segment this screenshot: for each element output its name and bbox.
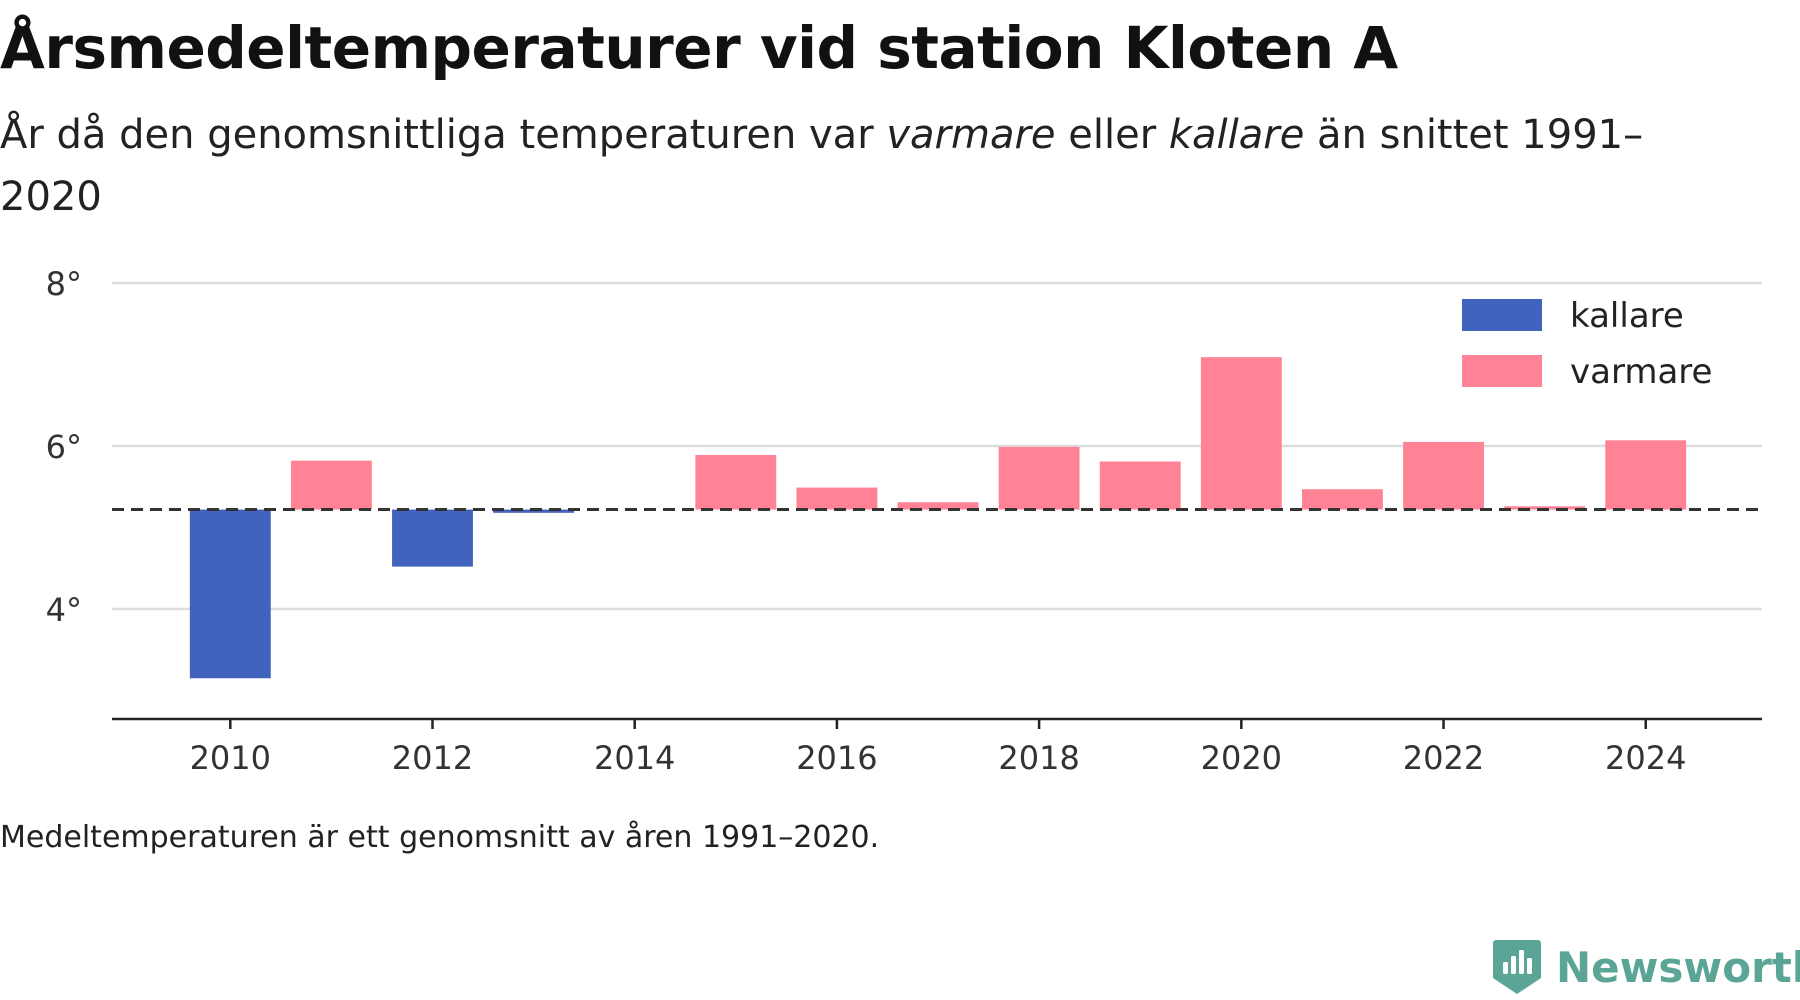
legend-swatch-varmare (1462, 355, 1542, 387)
bar-2012 (392, 509, 473, 567)
axes: 4° 6° 8° 2010 2012 2014 2016 2018 2020 2022 2024 (46, 265, 1762, 777)
bar-2016 (796, 487, 878, 510)
bar-2015 (695, 454, 777, 510)
gridlines (112, 281, 1762, 611)
chart-title: Årsmedeltemperaturer vid station Kloten … (0, 14, 1398, 82)
x-tick-label: 2020 (1201, 739, 1282, 777)
x-tick-label: 2012 (392, 739, 473, 777)
x-tick-label: 2022 (1403, 739, 1484, 777)
bar-2024 (1605, 440, 1687, 510)
x-tick-label: 2024 (1605, 739, 1686, 777)
x-tick-label: 2016 (796, 739, 877, 777)
subtitle-emphasis-warmer: varmare (886, 112, 1056, 158)
subtitle-part-2: eller (1055, 112, 1169, 158)
brand-logo[interactable]: Newsworthy (1492, 938, 1800, 996)
temperature-bar-chart: 4° 6° 8° 2010 2012 2014 2016 2018 2020 2022 2024 k… (46, 265, 1762, 777)
x-tick-label: 2010 (190, 739, 271, 777)
x-tick-label: 2018 (998, 739, 1079, 777)
bar-2011 (290, 460, 372, 510)
bar-2019 (1099, 461, 1181, 510)
footnote: Medeltemperaturen är ett genomsnitt av å… (0, 820, 880, 855)
bar-2021 (1301, 489, 1383, 510)
bars (189, 357, 1687, 679)
bar-2022 (1403, 441, 1484, 510)
bar-2010 (189, 509, 271, 679)
legend-label-varmare: varmare (1570, 352, 1712, 392)
subtitle-part-1: År då den genomsnittliga temperaturen va… (0, 112, 887, 158)
y-tick-label: 4° (46, 591, 82, 629)
subtitle-part-3: än snittet 1991–2020 (0, 112, 1644, 220)
bar-2013 (493, 509, 575, 513)
legend-label-kallare: kallare (1570, 296, 1684, 336)
chart-subtitle: År då den genomsnittliga temperaturen va… (0, 104, 1700, 228)
subtitle-emphasis-colder: kallare (1168, 112, 1305, 158)
bar-2023 (1504, 506, 1586, 510)
y-tick-label: 6° (46, 428, 82, 466)
bar-2017 (897, 502, 979, 510)
bar-2020 (1200, 357, 1282, 510)
bar-2018 (998, 446, 1080, 510)
newsworthy-logo-icon (1493, 940, 1541, 994)
legend-swatch-kallare (1462, 299, 1542, 331)
legend: kallare varmare (1462, 296, 1712, 392)
brand-name: Newsworthy (1556, 942, 1800, 992)
x-tick-label: 2014 (594, 739, 675, 777)
y-tick-label: 8° (46, 265, 82, 303)
